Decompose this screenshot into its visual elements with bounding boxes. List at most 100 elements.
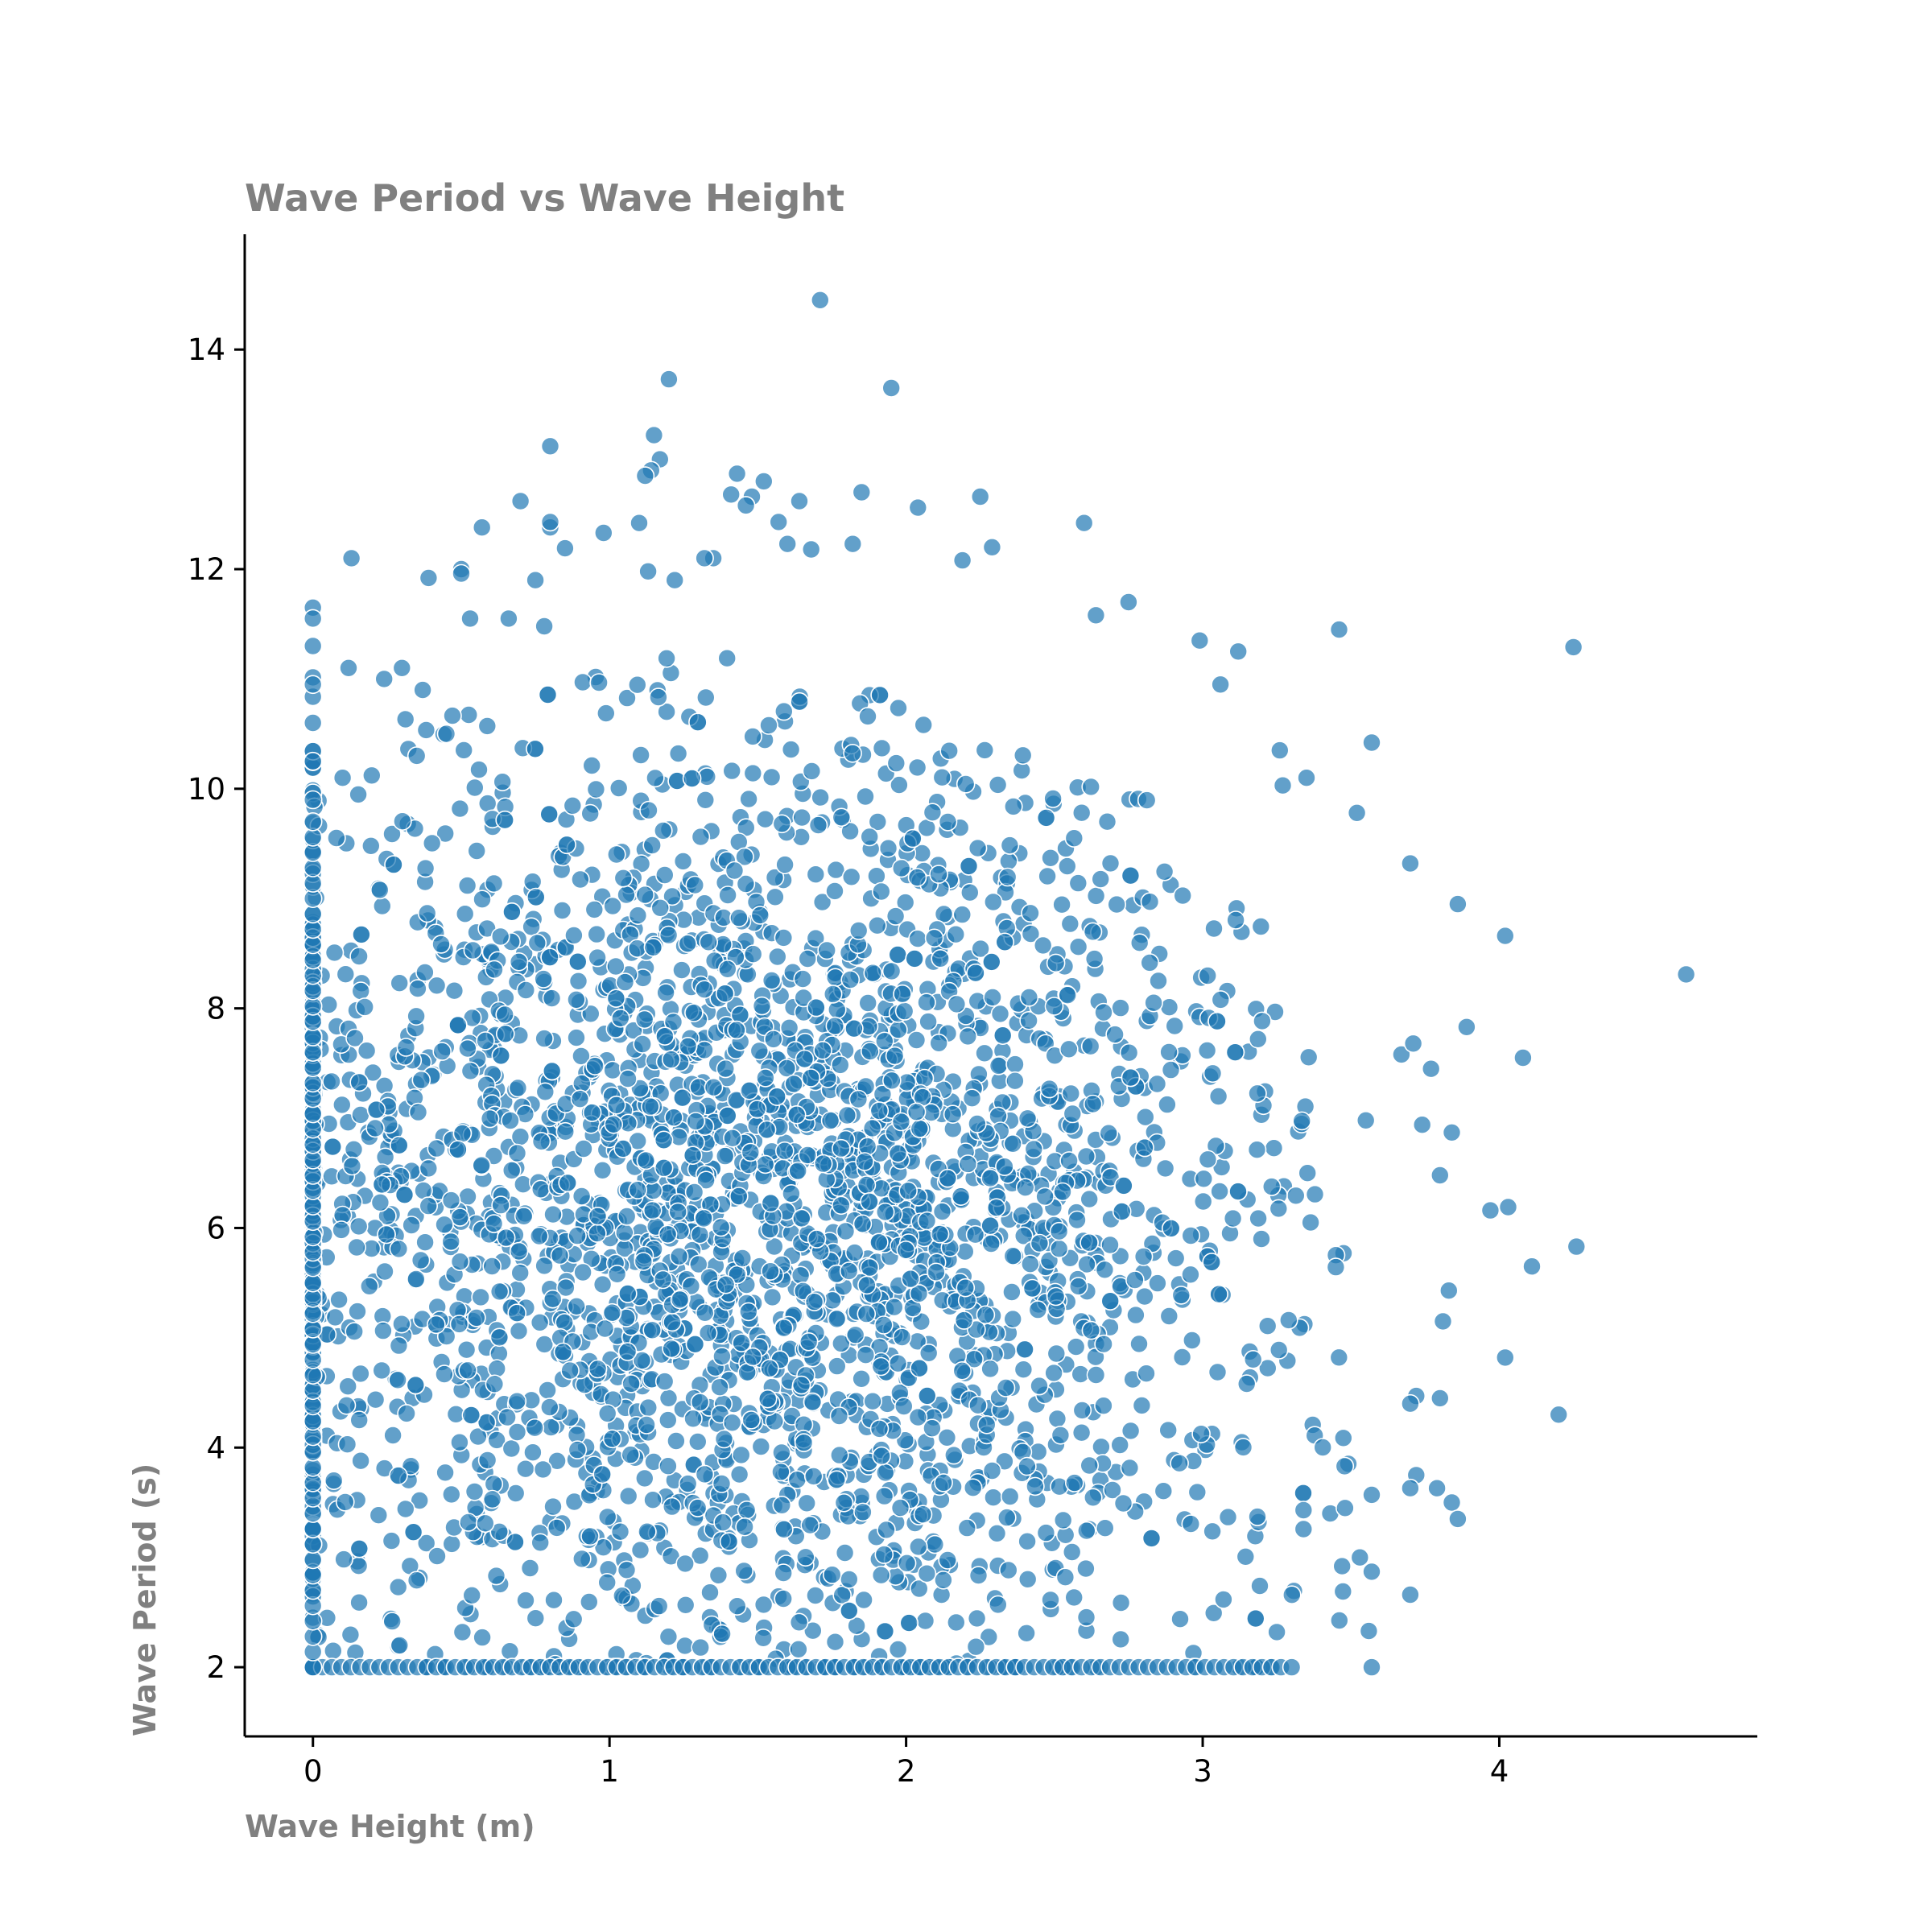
data-point bbox=[662, 1339, 681, 1359]
data-point bbox=[1049, 1221, 1069, 1241]
data-point bbox=[349, 1216, 369, 1236]
data-point bbox=[1228, 642, 1248, 662]
data-point bbox=[1107, 894, 1126, 914]
data-point bbox=[828, 1000, 847, 1020]
data-point bbox=[658, 1456, 678, 1476]
data-point bbox=[1129, 1334, 1149, 1354]
data-point bbox=[790, 491, 809, 511]
data-point bbox=[589, 673, 609, 692]
data-point bbox=[1294, 1501, 1314, 1520]
data-point bbox=[918, 1386, 937, 1406]
data-point bbox=[1119, 592, 1138, 612]
data-point bbox=[1332, 1556, 1352, 1576]
data-point bbox=[943, 1104, 963, 1124]
data-point bbox=[1273, 775, 1293, 795]
data-point bbox=[653, 821, 673, 840]
data-point bbox=[751, 1437, 771, 1456]
data-point bbox=[685, 875, 705, 895]
data-point bbox=[1144, 993, 1163, 1013]
data-point bbox=[1198, 966, 1217, 985]
data-point bbox=[1038, 866, 1057, 886]
data-point bbox=[934, 1473, 953, 1492]
data-point bbox=[771, 1462, 791, 1482]
data-point bbox=[658, 1410, 678, 1430]
data-point bbox=[743, 944, 763, 964]
data-point bbox=[630, 513, 649, 533]
data-point bbox=[937, 1428, 957, 1447]
data-point bbox=[579, 1592, 599, 1612]
data-point bbox=[1046, 1286, 1066, 1307]
data-point bbox=[659, 369, 679, 389]
data-point bbox=[1052, 894, 1071, 914]
data-point bbox=[489, 1522, 510, 1542]
data-point bbox=[501, 1111, 520, 1130]
data-point bbox=[965, 1224, 985, 1245]
data-point bbox=[791, 1265, 811, 1286]
data-point bbox=[1362, 1485, 1381, 1505]
data-point bbox=[1125, 1270, 1145, 1290]
data-point bbox=[1039, 1079, 1059, 1099]
data-point bbox=[415, 963, 435, 982]
data-point bbox=[1080, 1189, 1099, 1209]
data-point bbox=[841, 867, 861, 887]
data-point bbox=[637, 1415, 656, 1435]
x-tick-label: 1 bbox=[600, 1754, 619, 1789]
data-point bbox=[1430, 1389, 1450, 1408]
data-point bbox=[540, 947, 559, 967]
data-point bbox=[860, 827, 879, 847]
data-point bbox=[1171, 1286, 1191, 1305]
data-point bbox=[762, 971, 782, 990]
data-point bbox=[408, 1102, 428, 1122]
data-point bbox=[1421, 1059, 1441, 1079]
data-point bbox=[834, 1493, 854, 1513]
data-point bbox=[716, 1275, 736, 1294]
data-point bbox=[395, 709, 415, 729]
data-point bbox=[606, 1096, 626, 1115]
data-point bbox=[1033, 935, 1053, 956]
data-point bbox=[993, 1026, 1013, 1045]
data-point bbox=[820, 1111, 840, 1130]
data-point bbox=[946, 924, 966, 944]
data-point bbox=[986, 1198, 1006, 1217]
data-point bbox=[1137, 1364, 1156, 1383]
data-point bbox=[878, 838, 898, 858]
data-point bbox=[407, 1006, 426, 1026]
data-point bbox=[1233, 1438, 1253, 1457]
data-point bbox=[436, 724, 456, 744]
data-point bbox=[1018, 1108, 1038, 1129]
data-point bbox=[374, 1321, 393, 1340]
data-point bbox=[932, 767, 952, 787]
data-point bbox=[690, 1546, 710, 1566]
data-point bbox=[899, 1613, 919, 1633]
data-point bbox=[634, 1252, 654, 1271]
data-point bbox=[999, 852, 1018, 871]
data-point bbox=[913, 1505, 933, 1524]
data-point bbox=[715, 984, 735, 1003]
data-point bbox=[1053, 1182, 1072, 1202]
data-point bbox=[366, 1100, 386, 1120]
data-point bbox=[875, 1621, 895, 1641]
data-point bbox=[938, 812, 958, 832]
data-point bbox=[1439, 1281, 1459, 1300]
data-point bbox=[617, 1207, 637, 1226]
data-point bbox=[684, 1003, 704, 1022]
data-point bbox=[497, 1407, 517, 1427]
data-point bbox=[1076, 1608, 1096, 1627]
data-point bbox=[721, 485, 741, 505]
data-point bbox=[553, 1342, 573, 1362]
data-point bbox=[870, 685, 890, 705]
data-point bbox=[588, 1359, 608, 1379]
data-point bbox=[700, 1583, 720, 1602]
data-point bbox=[938, 1550, 957, 1570]
data-point bbox=[1135, 1137, 1154, 1158]
data-point bbox=[919, 1344, 939, 1363]
data-point bbox=[1247, 1140, 1267, 1159]
data-point bbox=[1326, 1257, 1346, 1277]
data-point bbox=[1442, 1123, 1462, 1142]
data-point bbox=[678, 934, 698, 953]
data-point bbox=[664, 1108, 683, 1127]
data-point bbox=[999, 1560, 1018, 1580]
data-point bbox=[441, 1484, 461, 1505]
data-point bbox=[1251, 917, 1271, 936]
data-point bbox=[695, 548, 714, 568]
